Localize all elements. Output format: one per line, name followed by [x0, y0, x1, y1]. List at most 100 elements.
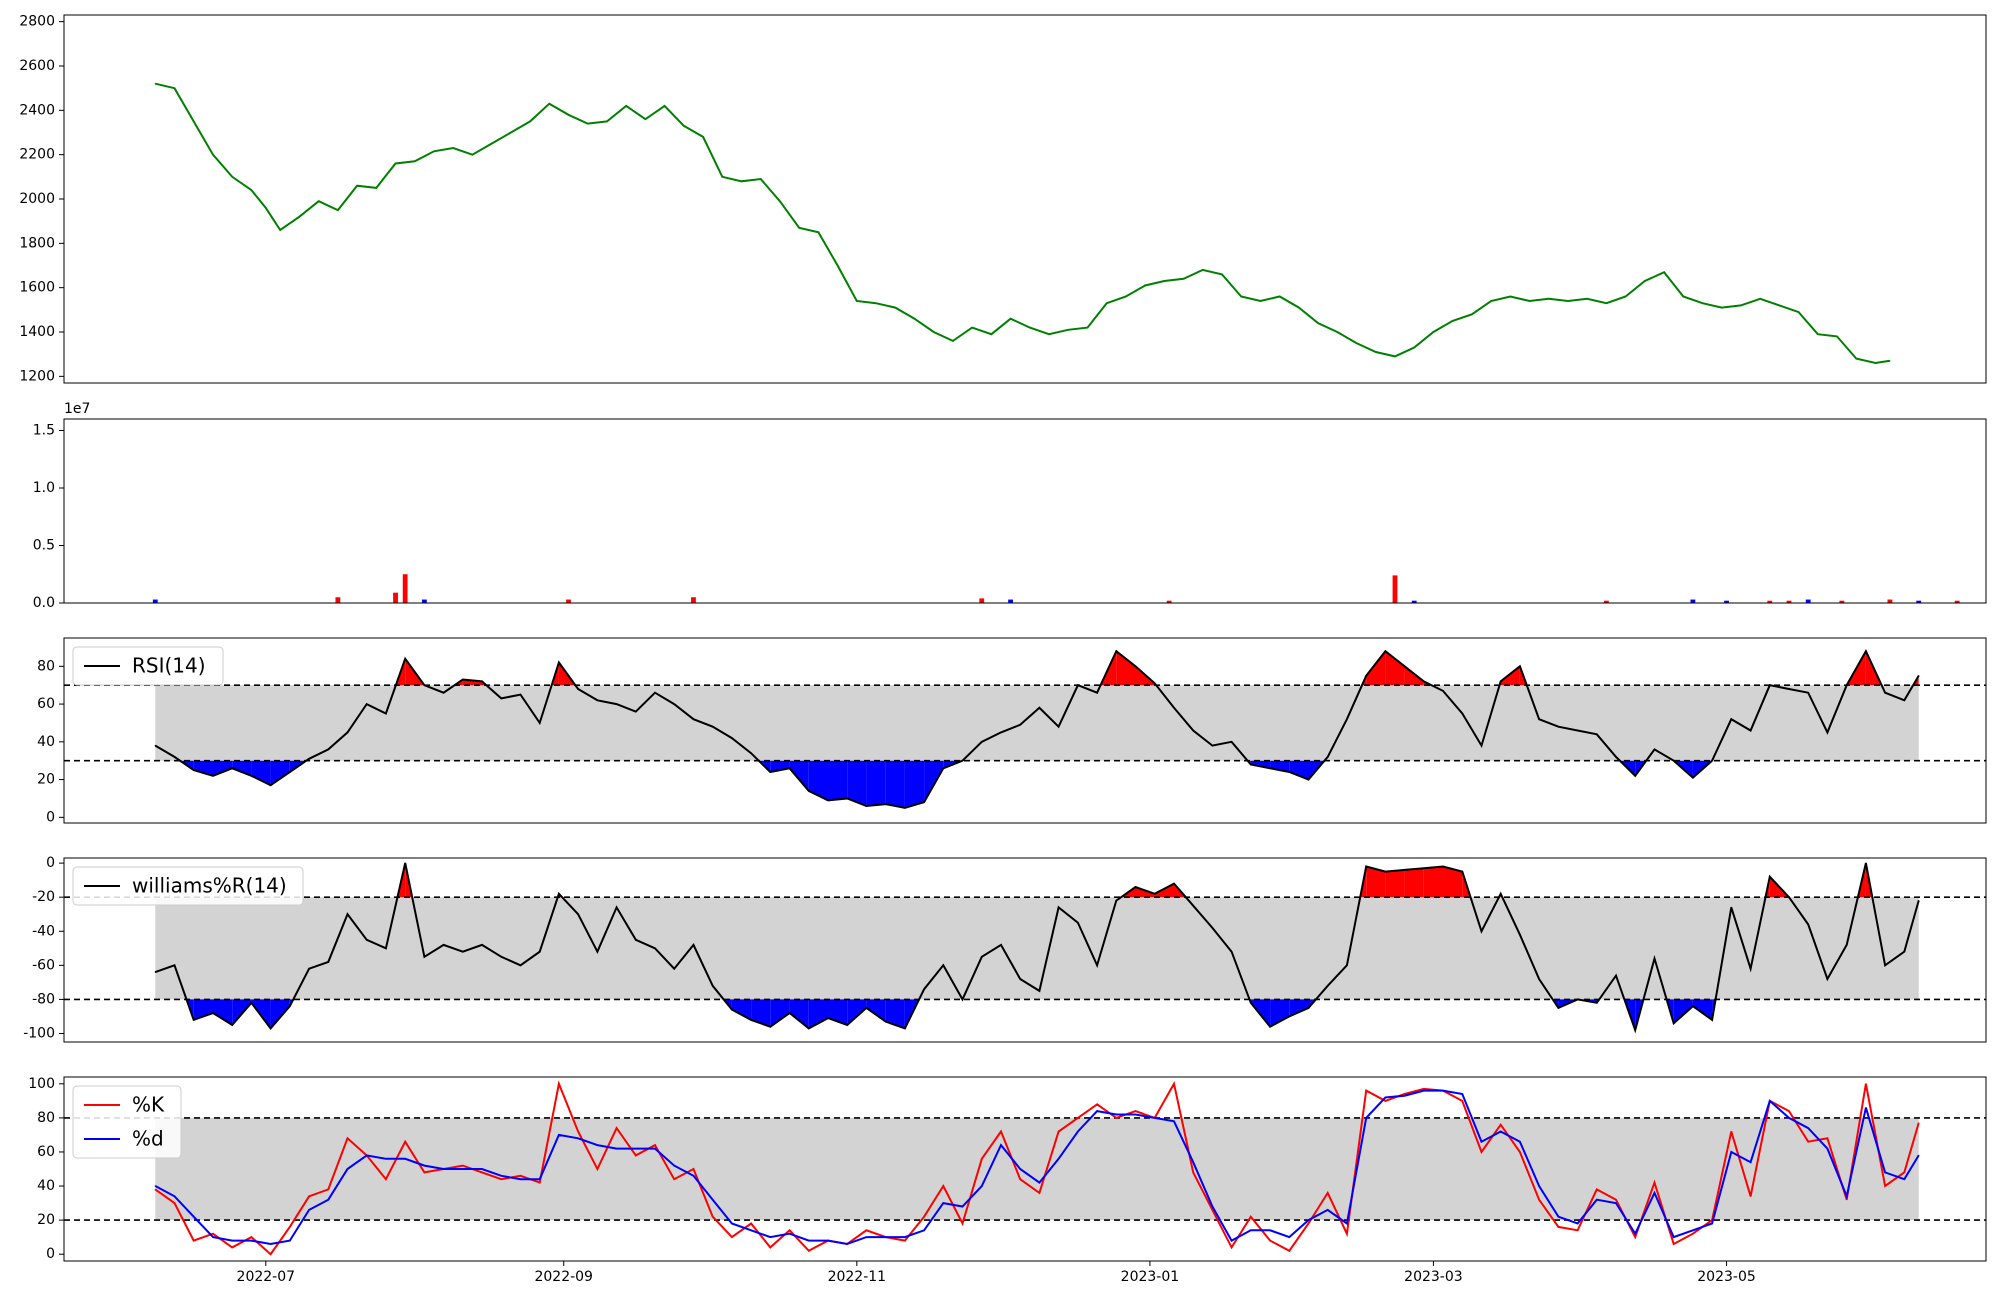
price-point — [1067, 329, 1069, 331]
k-point — [1134, 1110, 1137, 1112]
oversold-fill — [828, 999, 848, 1025]
williams-point — [1692, 1005, 1694, 1007]
rsi-point — [615, 703, 618, 705]
price-point — [587, 123, 589, 125]
williams-point — [1288, 1015, 1290, 1018]
k-point — [1807, 1141, 1809, 1143]
d-point — [1846, 1195, 1848, 1197]
williams-point — [193, 1019, 195, 1021]
williams-point — [885, 1020, 887, 1023]
oversold-fill — [866, 760, 886, 806]
price-point — [471, 154, 474, 156]
williams-point — [1038, 990, 1041, 992]
price-point — [1086, 326, 1089, 329]
d-point — [1154, 1117, 1156, 1119]
panel-frame — [63, 418, 1987, 604]
oversold-fill — [1692, 999, 1713, 1020]
williams-point — [635, 939, 637, 941]
price-point — [250, 189, 252, 191]
d-point — [1461, 1093, 1463, 1095]
price-point — [913, 318, 916, 320]
rsi-point — [1250, 763, 1252, 766]
panel-frame — [63, 637, 1987, 824]
rsi-point — [1019, 724, 1021, 726]
y-tick-label: -80 — [32, 991, 55, 1007]
williams-point — [1557, 1007, 1559, 1009]
rsi-point — [692, 718, 695, 720]
k-point — [1115, 1117, 1117, 1119]
k-point — [154, 1188, 156, 1191]
williams-point — [250, 1002, 252, 1004]
williams-point — [1480, 930, 1483, 932]
panel-rsi: RSI(14) 0 20 40 60 80 — [37, 637, 1987, 825]
y-tick-label: 40 — [37, 1178, 55, 1194]
rsi-point — [1115, 650, 1117, 652]
d-point — [423, 1164, 425, 1167]
williams-point — [1250, 1002, 1252, 1004]
legend-box — [72, 1085, 182, 1159]
price-point — [1375, 351, 1377, 353]
price-point — [212, 154, 214, 156]
price-point — [1163, 280, 1165, 282]
k-point — [1288, 1250, 1290, 1252]
k-point — [462, 1164, 464, 1167]
price-point — [952, 340, 954, 342]
k-point — [519, 1175, 522, 1177]
d-point — [981, 1185, 983, 1187]
d-point — [173, 1195, 176, 1197]
k-point — [865, 1229, 868, 1231]
legend-label: williams%R(14) — [132, 874, 287, 898]
williams-point — [270, 1027, 272, 1029]
price-point — [1740, 304, 1742, 307]
williams-point — [1653, 957, 1656, 960]
volume-bar — [979, 598, 985, 603]
d-point — [1918, 1154, 1920, 1156]
rsi-point — [1865, 650, 1867, 652]
rsi-point — [1769, 684, 1771, 686]
d-point — [1653, 1192, 1656, 1194]
d-point — [1365, 1117, 1367, 1119]
d-point — [1711, 1222, 1713, 1225]
price-line — [155, 82, 1891, 365]
rsi-point — [1231, 741, 1233, 743]
oversold-fill — [731, 999, 752, 1020]
williams-point — [1365, 865, 1367, 868]
price-point — [1778, 304, 1780, 307]
overbought-fill — [1366, 651, 1386, 686]
williams-point — [1538, 978, 1540, 980]
price-point — [1836, 335, 1838, 338]
rsi-point — [1673, 760, 1675, 762]
price-point — [433, 150, 435, 152]
williams-point — [904, 1027, 906, 1029]
williams-point — [673, 968, 675, 970]
rsi-point — [1596, 733, 1598, 735]
k-point — [673, 1178, 675, 1180]
price-point — [1182, 278, 1185, 280]
k-point — [1634, 1236, 1636, 1238]
oversold-fill — [904, 760, 925, 808]
williams-point — [654, 947, 656, 949]
williams-point — [1403, 869, 1406, 871]
d-point — [481, 1168, 483, 1170]
k-point — [1749, 1195, 1752, 1197]
k-point — [808, 1250, 810, 1252]
chart-panels: 1200140016001800200022002400260028001e70… — [19, 14, 1987, 1262]
y-tick-label: 20 — [37, 1212, 55, 1228]
d-point — [1576, 1222, 1579, 1225]
rsi-point — [1192, 729, 1194, 732]
panel-frame — [63, 857, 1987, 1043]
k-point — [1519, 1151, 1521, 1153]
x-tick-label: 2022-09 — [534, 1269, 593, 1285]
volume-bar — [1887, 599, 1893, 603]
d-point — [1231, 1239, 1233, 1242]
rsi-point — [193, 769, 195, 771]
d-point — [212, 1236, 214, 1238]
price-point — [1889, 360, 1891, 362]
d-point — [1058, 1158, 1060, 1160]
k-point — [481, 1171, 483, 1174]
k-point — [750, 1222, 752, 1225]
volume-bar — [1392, 575, 1398, 603]
williams-point — [1500, 893, 1502, 895]
d-point — [404, 1158, 406, 1160]
d-point — [788, 1233, 791, 1235]
